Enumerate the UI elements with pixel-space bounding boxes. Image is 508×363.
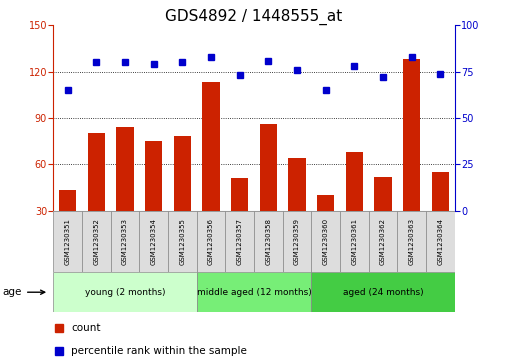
Bar (311, 211, 340, 272)
Text: aged (24 months): aged (24 months) (343, 288, 423, 297)
Title: GDS4892 / 1448555_at: GDS4892 / 1448555_at (166, 9, 342, 25)
Text: GSM1230355: GSM1230355 (179, 218, 185, 265)
Text: GSM1230359: GSM1230359 (294, 218, 300, 265)
Bar (340, 211, 369, 272)
Bar (317, 195, 334, 257)
Bar (139, 211, 168, 272)
Bar (374, 177, 392, 257)
Text: age: age (3, 287, 45, 297)
Bar (197, 272, 311, 312)
Bar (260, 124, 277, 257)
Bar (197, 211, 226, 272)
Bar (282, 211, 311, 272)
Text: count: count (72, 323, 101, 333)
Bar (289, 158, 306, 257)
Bar (254, 211, 282, 272)
Bar (426, 211, 455, 272)
Text: GSM1230362: GSM1230362 (380, 218, 386, 265)
Bar (111, 211, 139, 272)
Bar (88, 134, 105, 257)
Text: GSM1230358: GSM1230358 (265, 218, 271, 265)
Text: GSM1230352: GSM1230352 (93, 218, 100, 265)
Bar (311, 272, 455, 312)
Bar (82, 211, 111, 272)
Text: GSM1230361: GSM1230361 (352, 218, 357, 265)
Text: GSM1230357: GSM1230357 (237, 218, 243, 265)
Text: GSM1230360: GSM1230360 (323, 218, 329, 265)
Bar (403, 59, 420, 257)
Bar (202, 82, 219, 257)
Bar (226, 211, 254, 272)
Bar (59, 191, 76, 257)
Text: GSM1230356: GSM1230356 (208, 218, 214, 265)
Bar (174, 136, 191, 257)
Text: percentile rank within the sample: percentile rank within the sample (72, 346, 247, 356)
Text: young (2 months): young (2 months) (85, 288, 165, 297)
Bar (168, 211, 197, 272)
Bar (53, 211, 82, 272)
Bar (231, 178, 248, 257)
Text: GSM1230351: GSM1230351 (65, 218, 71, 265)
Text: GSM1230364: GSM1230364 (437, 218, 443, 265)
Text: GSM1230353: GSM1230353 (122, 218, 128, 265)
Text: GSM1230354: GSM1230354 (151, 218, 156, 265)
Bar (116, 127, 134, 257)
Bar (432, 172, 449, 257)
Text: GSM1230363: GSM1230363 (408, 218, 415, 265)
Bar (346, 152, 363, 257)
Bar (397, 211, 426, 272)
Bar (53, 272, 197, 312)
Bar (369, 211, 397, 272)
Text: middle aged (12 months): middle aged (12 months) (197, 288, 311, 297)
Bar (145, 141, 162, 257)
